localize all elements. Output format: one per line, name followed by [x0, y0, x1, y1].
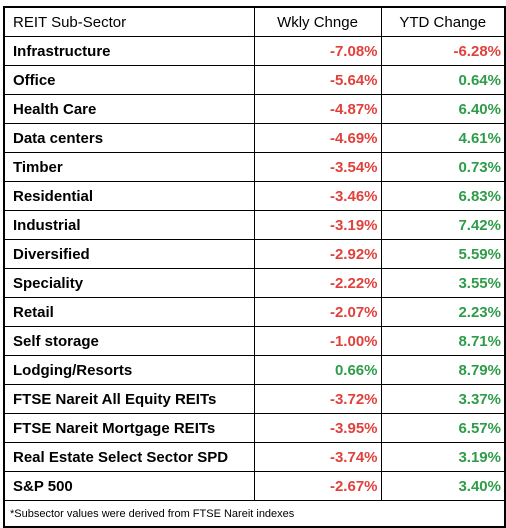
ytd-change-value: 0.64% [380, 65, 506, 95]
ytd-change-value: 8.71% [380, 326, 506, 356]
ytd-change-value: 6.40% [380, 94, 506, 124]
sub-sector-name: Self storage [3, 326, 255, 356]
weekly-change-value: -4.87% [253, 94, 382, 124]
sub-sector-name: Lodging/Resorts [3, 355, 255, 385]
table-row: FTSE Nareit Mortgage REITs -3.95% 6.57% [3, 413, 506, 443]
table-row: Speciality -2.22% 3.55% [3, 268, 506, 298]
table-row: Timber -3.54% 0.73% [3, 152, 506, 182]
weekly-change-value: -2.22% [253, 268, 382, 298]
table-row: Data centers -4.69% 4.61% [3, 123, 506, 153]
weekly-change-value: -1.00% [253, 326, 382, 356]
footnote-row: *Subsector values were derived from FTSE… [3, 500, 506, 528]
weekly-change-value: -3.19% [253, 210, 382, 240]
table-row: Lodging/Resorts 0.66% 8.79% [3, 355, 506, 385]
ytd-change-value: 5.59% [380, 239, 506, 269]
sub-sector-name: Infrastructure [3, 36, 255, 66]
ytd-change-value: 8.79% [380, 355, 506, 385]
ytd-change-value: 3.40% [380, 471, 506, 501]
weekly-change-value: -3.74% [253, 442, 382, 472]
sub-sector-name: Diversified [3, 239, 255, 269]
weekly-change-value: -5.64% [253, 65, 382, 95]
table-row: Self storage -1.00% 8.71% [3, 326, 506, 356]
sub-sector-name: Health Care [3, 94, 255, 124]
table-row: S&P 500 -2.67% 3.40% [3, 471, 506, 501]
table-row: Health Care -4.87% 6.40% [3, 94, 506, 124]
table-row: Office -5.64% 0.64% [3, 65, 506, 95]
weekly-change-value: -3.95% [253, 413, 382, 443]
sub-sector-name: S&P 500 [3, 471, 255, 501]
reit-performance-table: REIT Sub-Sector Wkly Chnge YTD Change In… [3, 6, 506, 528]
header-ytd-change: YTD Change [380, 6, 506, 37]
sub-sector-name: Data centers [3, 123, 255, 153]
table-row: Retail -2.07% 2.23% [3, 297, 506, 327]
table-row: Residential -3.46% 6.83% [3, 181, 506, 211]
ytd-change-value: 3.55% [380, 268, 506, 298]
table-row: Real Estate Select Sector SPD -3.74% 3.19% [3, 442, 506, 472]
weekly-change-value: -7.08% [253, 36, 382, 66]
weekly-change-value: -2.67% [253, 471, 382, 501]
sub-sector-name: Retail [3, 297, 255, 327]
header-sub-sector: REIT Sub-Sector [3, 6, 255, 37]
table-body: Infrastructure -7.08% -6.28% Office -5.64% 0.… [3, 36, 506, 501]
weekly-change-value: -3.72% [253, 384, 382, 414]
header-weekly-change: Wkly Chnge [253, 6, 382, 37]
table-row: Infrastructure -7.08% -6.28% [3, 36, 506, 66]
sub-sector-name: Industrial [3, 210, 255, 240]
weekly-change-value: -3.46% [253, 181, 382, 211]
sub-sector-name: Speciality [3, 268, 255, 298]
sub-sector-name: Residential [3, 181, 255, 211]
sub-sector-name: Office [3, 65, 255, 95]
footnote: *Subsector values were derived from FTSE… [3, 500, 506, 528]
weekly-change-value: -4.69% [253, 123, 382, 153]
weekly-change-value: -3.54% [253, 152, 382, 182]
ytd-change-value: 2.23% [380, 297, 506, 327]
table-row: Diversified -2.92% 5.59% [3, 239, 506, 269]
weekly-change-value: -2.07% [253, 297, 382, 327]
sub-sector-name: Real Estate Select Sector SPD [3, 442, 255, 472]
weekly-change-value: -2.92% [253, 239, 382, 269]
sub-sector-name: Timber [3, 152, 255, 182]
ytd-change-value: 7.42% [380, 210, 506, 240]
ytd-change-value: -6.28% [380, 36, 506, 66]
ytd-change-value: 3.37% [380, 384, 506, 414]
header-row: REIT Sub-Sector Wkly Chnge YTD Change [3, 6, 506, 37]
sub-sector-name: FTSE Nareit Mortgage REITs [3, 413, 255, 443]
ytd-change-value: 6.83% [380, 181, 506, 211]
ytd-change-value: 0.73% [380, 152, 506, 182]
ytd-change-value: 3.19% [380, 442, 506, 472]
sub-sector-name: FTSE Nareit All Equity REITs [3, 384, 255, 414]
weekly-change-value: 0.66% [253, 355, 382, 385]
table-row: Industrial -3.19% 7.42% [3, 210, 506, 240]
ytd-change-value: 4.61% [380, 123, 506, 153]
ytd-change-value: 6.57% [380, 413, 506, 443]
table-row: FTSE Nareit All Equity REITs -3.72% 3.37% [3, 384, 506, 414]
